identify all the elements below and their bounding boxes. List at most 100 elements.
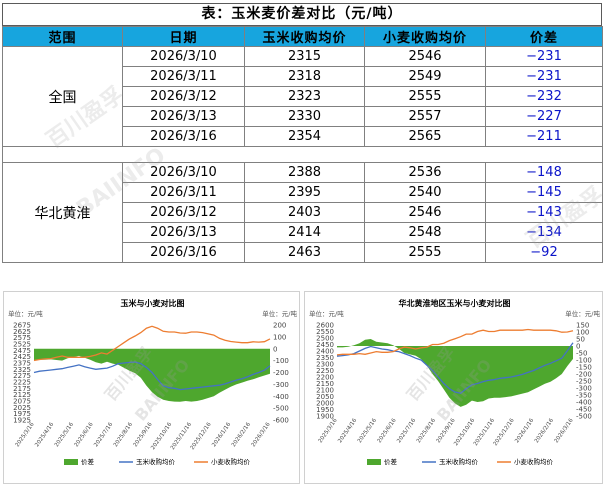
legend-label-wheat: 小麦收购均价 <box>211 457 251 466</box>
region-cell-north-china: 华北黄淮 <box>2 162 123 263</box>
diff-cell: −148 <box>485 162 603 183</box>
corn-cell: 2318 <box>244 66 365 87</box>
y-left-tick-label: 2425 <box>13 353 31 361</box>
x-tick-label: 2025/4/16 <box>34 421 55 448</box>
y-right-tick-label: -350 <box>576 392 592 400</box>
series-corn-line <box>336 342 574 395</box>
y-right-tick-label: 0 <box>273 345 277 353</box>
series-corn-line <box>33 361 271 391</box>
x-tick-label: 2025/6/16 <box>377 417 398 444</box>
legend-label-corn: 玉米收购均价 <box>136 457 176 466</box>
legend-label-spread: 价差 <box>384 457 398 466</box>
date-cell: 2026/3/10 <box>122 162 245 183</box>
y-right-tick-label: -300 <box>273 381 289 389</box>
price-table: 范围 日期 玉米收购均价 小麦收购均价 价差 全国 2026/3/10 2315… <box>2 26 603 263</box>
y-left-tick-label: 2125 <box>13 391 31 399</box>
y-right-tick-label: -100 <box>273 357 289 365</box>
x-tick-label: 2025/5/16 <box>357 417 378 444</box>
table-header-row: 范围 日期 玉米收购均价 小麦收购均价 价差 <box>2 26 603 47</box>
table-row: 2026/3/16 2463 2555 −92 <box>3 242 603 263</box>
x-tick-label: 2025/3/16 <box>318 417 339 444</box>
date-cell: 2026/3/12 <box>122 202 245 223</box>
table-row: 2026/3/12 2403 2546 −143 <box>3 202 603 223</box>
right-axis-unit: 单位：元/吨 <box>262 309 297 318</box>
wheat-cell: 2565 <box>364 126 486 147</box>
date-cell: 2026/3/12 <box>122 86 245 107</box>
x-tick-label: 2026/1/16 <box>211 421 232 448</box>
wheat-cell: 2549 <box>364 66 486 87</box>
diff-cell: −231 <box>485 66 603 87</box>
series-spread-area <box>337 339 573 407</box>
y-left-tick-label: 2675 <box>13 322 31 330</box>
corn-cell: 2354 <box>244 126 365 147</box>
x-tick-label: 2025/6/16 <box>74 421 95 448</box>
y-left-tick-label: 1925 <box>13 417 31 425</box>
diff-cell: −231 <box>485 46 603 67</box>
date-cell: 2026/3/16 <box>122 242 245 263</box>
series-spread-area <box>34 348 270 402</box>
y-right-tick-label: 200 <box>273 322 286 330</box>
y-left-tick-label: 2050 <box>316 393 334 401</box>
legend-label-spread: 价差 <box>81 457 95 466</box>
y-right-tick-label: 100 <box>273 333 286 341</box>
wheat-cell: 2557 <box>364 106 486 127</box>
wheat-cell: 2546 <box>364 202 486 223</box>
header-region: 范围 <box>2 26 123 47</box>
header-date: 日期 <box>122 26 245 47</box>
table-row: 全国 2026/3/10 2315 2546 −231 <box>2 46 603 147</box>
corn-cell: 2315 <box>244 46 365 67</box>
y-left-tick-label: 2325 <box>13 366 31 374</box>
y-right-tick-label: 150 <box>576 322 589 330</box>
y-left-tick-label: 2150 <box>316 380 334 388</box>
legend-swatch-spread <box>367 459 381 465</box>
spacer-cell <box>2 146 603 163</box>
series-wheat-line <box>33 325 271 362</box>
corn-cell: 2463 <box>244 242 365 263</box>
right-axis-unit: 单位：元/吨 <box>565 309 600 318</box>
legend-label-wheat: 小麦收购均价 <box>514 457 554 466</box>
header-wheat: 小麦收购均价 <box>364 26 486 47</box>
y-left-tick-label: 2400 <box>316 348 334 356</box>
table-row: 华北黄淮 2026/3/10 2388 2536 −148 <box>2 162 603 263</box>
table-row: 2026/3/13 2330 2557 −227 <box>3 106 603 127</box>
y-left-tick-label: 2500 <box>316 335 334 343</box>
corn-cell: 2388 <box>244 162 365 183</box>
date-cell: 2026/3/10 <box>122 46 245 67</box>
x-tick-label: 2025/8/16 <box>113 421 134 448</box>
wheat-cell: 2555 <box>364 86 486 107</box>
y-left-tick-label: 2000 <box>316 400 334 408</box>
diff-cell: −227 <box>485 106 603 127</box>
x-tick-label: 2025/5/16 <box>54 421 75 448</box>
y-left-tick-label: 2600 <box>316 322 334 330</box>
legend-swatch-spread <box>64 459 78 465</box>
x-tick-label: 2025/12/16 <box>493 417 516 447</box>
y-right-tick-label: -200 <box>273 369 289 377</box>
y-left-tick-label: 1975 <box>13 410 31 418</box>
diff-cell: −134 <box>485 222 603 243</box>
chart-north-china: 华北黄淮地区玉米与小麦对比图 单位：元/吨 单位：元/吨 1900 1950 2000 20… <box>304 291 603 484</box>
y-right-tick-label: 0 <box>576 343 580 351</box>
y-right-tick-label: -400 <box>273 393 289 401</box>
y-left-tick-label: 2475 <box>13 347 31 355</box>
y-left-tick-label: 2550 <box>316 328 334 336</box>
y-left-tick-label: 2575 <box>13 334 31 342</box>
y-right-tick-label: -200 <box>576 371 592 379</box>
series-wheat-line <box>336 328 574 356</box>
x-tick-label: 2025/8/16 <box>416 417 437 444</box>
y-left-tick-label: 2625 <box>13 328 31 336</box>
y-left-tick-label: 2250 <box>316 367 334 375</box>
table-title: 表：玉米麦价差对比（元/吨） <box>2 3 602 26</box>
x-tick-label: 2026/2/16 <box>534 417 555 444</box>
header-corn: 玉米收购均价 <box>244 26 365 47</box>
x-tick-label: 2025/12/16 <box>190 421 213 451</box>
header-diff: 价差 <box>485 26 603 47</box>
x-tick-label: 2026/3/16 <box>554 417 575 444</box>
x-tick-label: 2025/9/16 <box>133 421 154 448</box>
corn-cell: 2330 <box>244 106 365 127</box>
wheat-cell: 2540 <box>364 182 486 203</box>
y-right-tick-label: 50 <box>576 336 585 344</box>
chart-title: 玉米与小麦对比图 <box>121 298 185 308</box>
y-left-tick-label: 2275 <box>13 372 31 380</box>
y-left-tick-label: 2225 <box>13 379 31 387</box>
